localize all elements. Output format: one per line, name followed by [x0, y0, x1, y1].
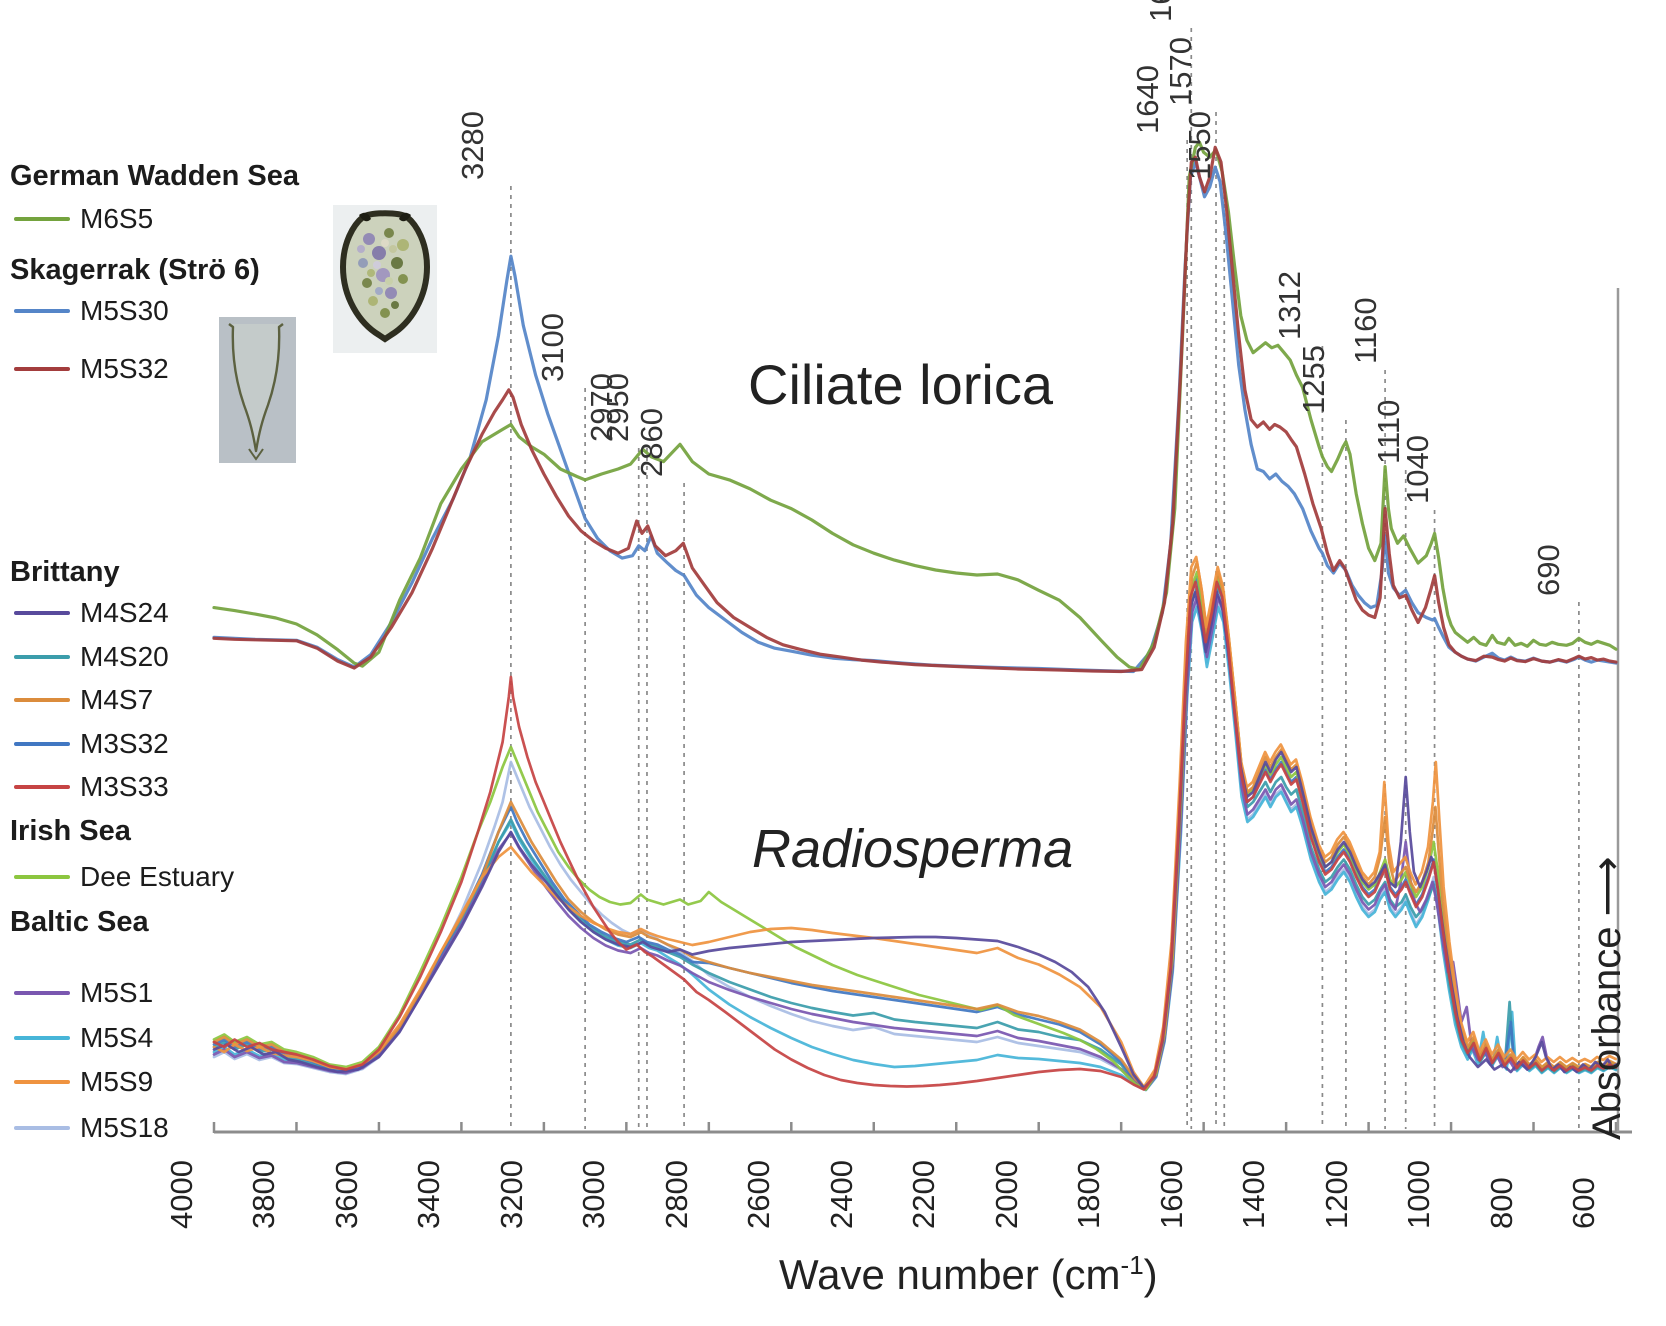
legend-label: Dee Estuary [80, 861, 235, 892]
absorbance-up-arrow-icon: ⟶ [1583, 856, 1630, 917]
legend-swatch-M5S32 [14, 367, 70, 371]
x-axis-title-text: Wave number (cm [779, 1251, 1121, 1298]
legend-group-title-2: Brittany [10, 556, 120, 588]
legend-item-M4S7: M4S7 [14, 683, 153, 717]
legend-swatch-M5S1 [14, 991, 70, 995]
legend-swatch-M3S33 [14, 785, 70, 789]
legend-label: M5S32 [80, 353, 169, 384]
spectrum-M6S5 [212, 140, 1618, 672]
legend-item-M5S32: M5S32 [14, 352, 169, 386]
legend-item-M5S18: M5S18 [14, 1111, 169, 1145]
legend-label: M4S24 [80, 597, 169, 628]
legend-item-M4S20: M4S20 [14, 640, 169, 674]
legend-label: M4S20 [80, 641, 169, 672]
legend-group-title-0: German Wadden Sea [10, 160, 300, 192]
legend-swatch-M3S32 [14, 742, 70, 746]
bottom-group-title: Radiosperma [752, 819, 1074, 879]
spectrum-M5S32 [212, 145, 1618, 674]
legend-swatch-M5S4 [14, 1036, 70, 1040]
x-axis-title-suffix: ) [1143, 1251, 1158, 1298]
legend-label: M3S32 [80, 728, 169, 759]
legend-group-title-3: Irish Sea [10, 815, 131, 847]
legend-item-M4S24: M4S24 [14, 596, 169, 630]
legend-label: M4S7 [80, 684, 154, 715]
legend-swatch-M5S9 [14, 1080, 70, 1084]
legend-item-M5S4: M5S4 [14, 1021, 153, 1055]
y-axis-label-text: Absorbance [1585, 926, 1629, 1140]
legend-group-title-4: Baltic Sea [10, 906, 149, 938]
x-axis-title: Wave number (cm-1) [779, 1250, 1158, 1299]
legend-swatch-M4S7 [14, 698, 70, 702]
legend-label: M5S4 [80, 1022, 154, 1053]
legend-group-title-1: Skagerrak (Strö 6) [10, 254, 260, 286]
y-axis-label: Absorbance ⟶ [1583, 768, 1630, 1140]
legend-item-M3S33: M3S33 [14, 770, 169, 804]
legend-swatch-M4S24 [14, 611, 70, 615]
legend-item-M5S9: M5S9 [14, 1065, 153, 1099]
legend-item-M6S5: M6S5 [14, 202, 153, 236]
legend-label: M3S33 [80, 771, 169, 802]
legend-label: M5S18 [80, 1112, 169, 1143]
legend-item-M5S1: M5S1 [14, 976, 153, 1010]
vase-lorica-image [219, 317, 296, 468]
legend-swatch-M6S5 [14, 217, 70, 221]
legend-item-Dee-Estuary: Dee Estuary [14, 860, 234, 894]
legend-swatch-Dee-Estuary [14, 875, 70, 879]
legend-swatch-M4S20 [14, 655, 70, 659]
spectrum-M3S33 [212, 580, 1618, 1091]
legend: German Wadden Sea M6S5 Skagerrak (Strö 6) M… [0, 0, 300, 1326]
legend-swatch-M5S18 [14, 1126, 70, 1130]
legend-label: M5S9 [80, 1066, 154, 1097]
top-group-title: Ciliate lorica [748, 353, 1053, 416]
legend-item-M5S30: M5S30 [14, 294, 169, 328]
oval-lorica-image [333, 205, 437, 358]
legend-swatch-M5S30 [14, 309, 70, 313]
legend-item-M3S32: M3S32 [14, 727, 169, 761]
spectrum-M5S9 [212, 555, 1617, 1089]
x-axis-title-sup: -1 [1120, 1250, 1144, 1280]
legend-label: M5S1 [80, 977, 154, 1008]
legend-label: M5S30 [80, 295, 169, 326]
legend-label: M6S5 [80, 203, 154, 234]
